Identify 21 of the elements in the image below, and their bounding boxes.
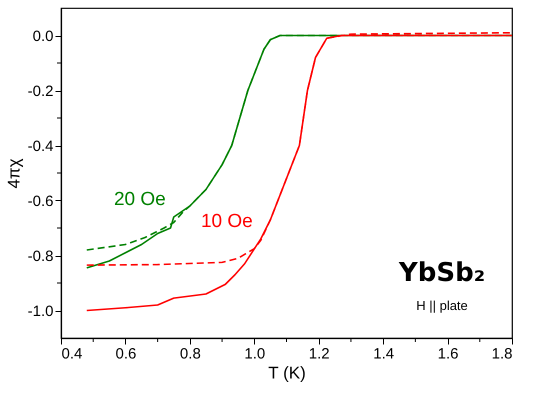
series-label: 10 Oe [200,211,253,232]
series-label: 20 Oe [114,189,166,210]
y-tick-label: -0.2 [28,83,54,100]
x-tick-label: 1.8 [492,346,512,362]
x-axis-title: T (K) [268,364,306,382]
y-tick-label: -0.6 [28,193,54,210]
x-tick-label: 1.0 [244,346,266,362]
y-tick-label: 0.0 [32,28,54,45]
x-tick-label: 0.6 [116,346,136,362]
x-tick-label: 1.2 [308,346,330,362]
annotation: H || plate [416,298,468,313]
y-tick-label: -1.0 [28,303,54,320]
x-tick-label: 1.4 [373,346,394,362]
y-axis-title: 4πχ [4,158,24,189]
line-series [86,34,512,312]
y-tick-label: -0.8 [28,248,54,265]
x-tick-label: 0.8 [180,346,201,362]
x-tick-label: 1.6 [438,346,458,362]
y-tick-label: -0.4 [28,138,54,155]
annotation: YbSb₂ [398,258,486,288]
x-tick-label: 0.4 [62,346,82,362]
